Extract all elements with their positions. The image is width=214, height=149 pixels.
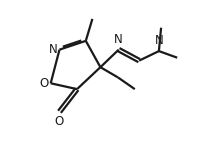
Text: N: N [114,33,122,46]
Text: N: N [155,34,163,47]
Text: N: N [49,43,58,56]
Text: O: O [40,77,49,90]
Text: O: O [54,115,63,128]
